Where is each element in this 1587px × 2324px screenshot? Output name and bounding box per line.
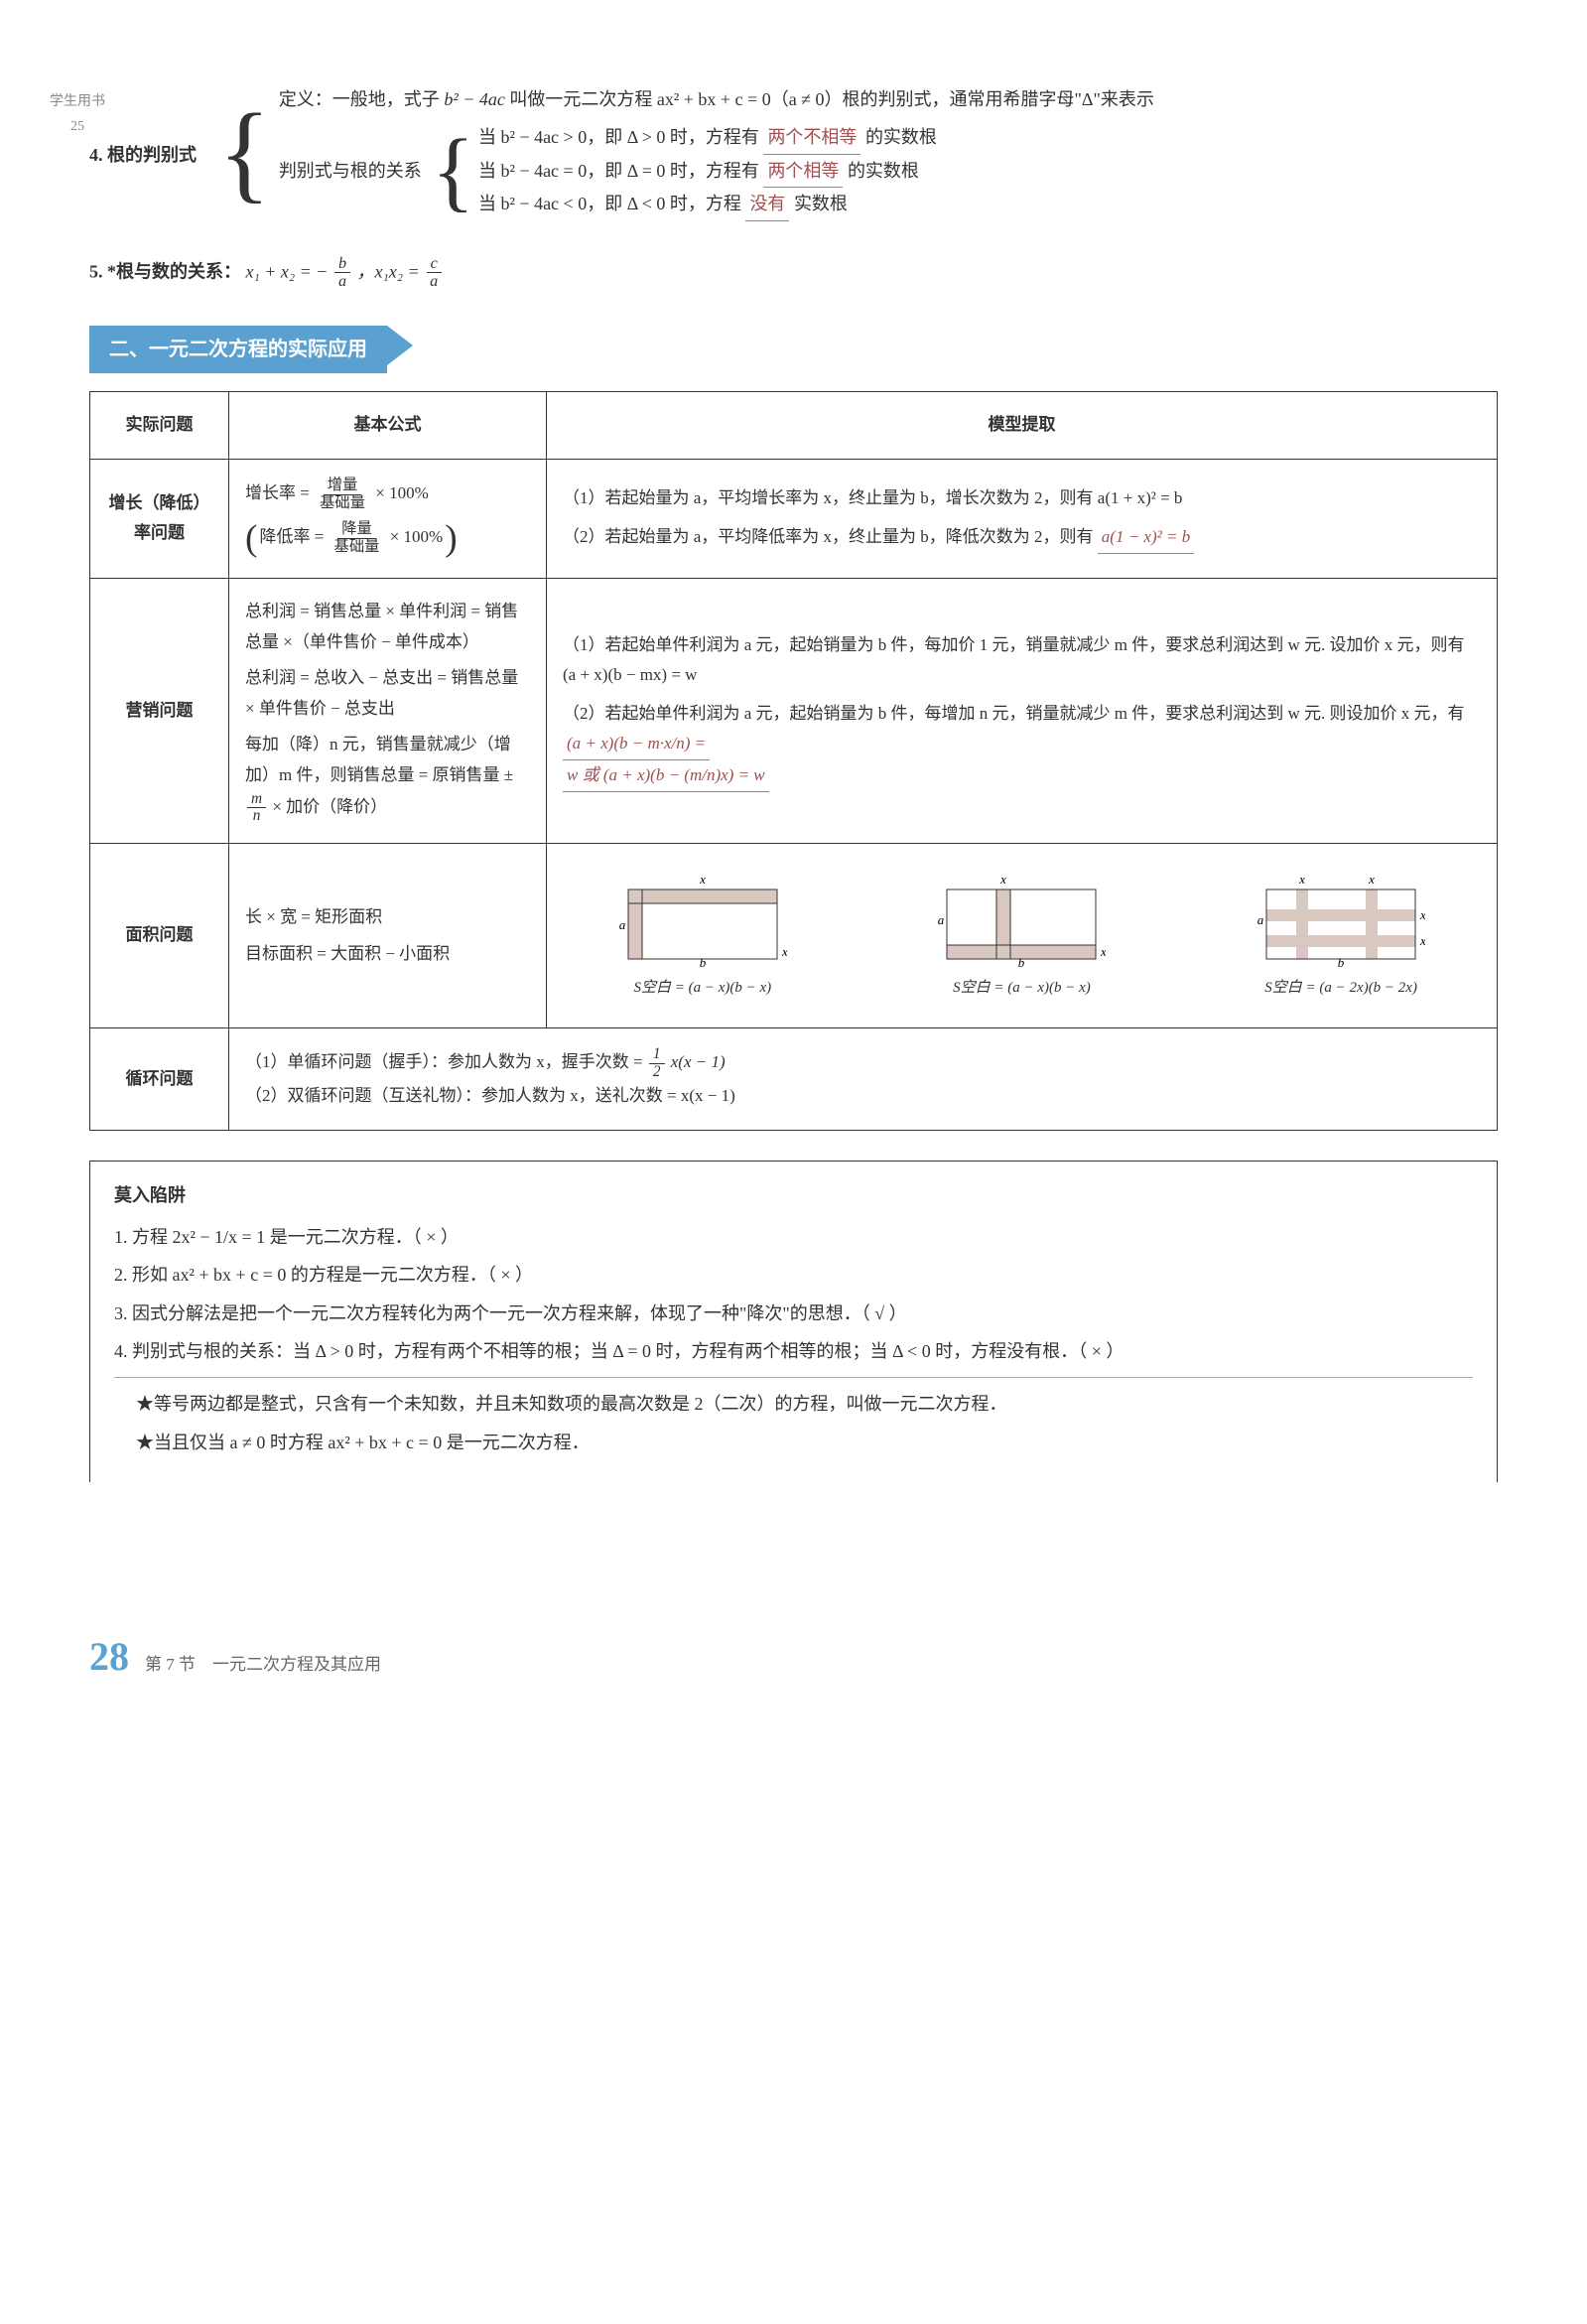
row-formula: 总利润 = 销售总量 × 单件利润 = 销售总量 ×（单件售价 − 单件成本） … xyxy=(229,579,547,844)
footer-text: 第 7 节 一元二次方程及其应用 xyxy=(145,1650,381,1681)
table-row: 面积问题 长 × 宽 = 矩形面积 目标面积 = 大面积 − 小面积 xyxy=(90,844,1498,1028)
svg-text:a: a xyxy=(938,912,945,927)
svg-text:x: x xyxy=(1298,872,1305,887)
fill-blank: 两个不相等 xyxy=(763,121,860,154)
pitfall-note: ★等号两边都是整式，只含有一个未知数，并且未知数项的最高次数是 2（二次）的方程… xyxy=(114,1388,1473,1420)
sec4-label: 4. 根的判别式 xyxy=(89,139,197,171)
row-formula: 增长率 = 增量基础量 × 100% 降低率 = 降量基础量 × 100% xyxy=(229,459,547,578)
row-name: 增长（降低）率问题 xyxy=(90,459,229,578)
table-header: 实际问题 xyxy=(90,392,229,460)
svg-text:b: b xyxy=(1018,955,1025,969)
fill-blank: (a + x)(b − m·x/n) = xyxy=(563,729,710,760)
svg-text:x: x xyxy=(781,944,787,959)
svg-text:b: b xyxy=(700,955,707,969)
fill-blank: 没有 xyxy=(745,188,789,220)
fill-blank: a(1 − x)² = b xyxy=(1098,522,1194,554)
svg-text:a: a xyxy=(619,917,626,932)
divider xyxy=(114,1377,1473,1378)
applications-table: 实际问题 基本公式 模型提取 增长（降低）率问题 增长率 = 增量基础量 × 1… xyxy=(89,391,1498,1130)
sec4-relation-label: 判别式与根的关系 xyxy=(279,155,422,187)
row-model: （1）若起始单件利润为 a 元，起始销量为 b 件，每加价 1 元，销量就减少 … xyxy=(547,579,1498,844)
discriminant-case-1: 当 b² − 4ac > 0，即 Δ > 0 时，方程有 两个不相等 的实数根 xyxy=(478,121,937,154)
brace-icon: { xyxy=(218,79,271,225)
row-model: （1）若起始量为 a，平均增长率为 x，终止量为 b，增长次数为 2，则有 a(… xyxy=(547,459,1498,578)
page-footer: 28 第 7 节 一元二次方程及其应用 xyxy=(89,1621,1498,1693)
section-4-discriminant: 4. 根的判别式 { 定义：一般地，式子 b² − 4ac 叫做一元二次方程 a… xyxy=(89,79,1498,225)
brace-icon: { xyxy=(432,156,474,188)
pitfall-item: 3. 因式分解法是把一个一元二次方程转化为两个一元一次方程来解，体现了一种"降次… xyxy=(114,1298,1473,1329)
pitfall-item: 1. 方程 2x² − 1/x = 1 是一元二次方程．（ × ） xyxy=(114,1221,1473,1253)
row-name: 营销问题 xyxy=(90,579,229,844)
pitfall-item: 4. 判别式与根的关系：当 Δ > 0 时，方程有两个不相等的根；当 Δ = 0… xyxy=(114,1335,1473,1367)
fill-blank: w 或 (a + x)(b − (m/n)x) = w xyxy=(563,760,769,792)
area-diagram-1: x a x b S空白 = (a − x)(b − x) xyxy=(618,870,787,1002)
pitfall-title: 莫入陷阱 xyxy=(114,1179,1473,1211)
discriminant-case-2: 当 b² − 4ac = 0，即 Δ = 0 时，方程有 两个相等 的实数根 xyxy=(478,155,937,188)
sec4-definition: 定义：一般地，式子 b² − 4ac 叫做一元二次方程 ax² + bx + c… xyxy=(279,83,1154,115)
row-model: （1）单循环问题（握手）：参加人数为 x，握手次数 = 12 x(x − 1) … xyxy=(229,1028,1498,1130)
svg-text:x: x xyxy=(1000,872,1007,887)
table-row: 增长（降低）率问题 增长率 = 增量基础量 × 100% 降低率 = 降量基础量… xyxy=(90,459,1498,578)
pitfall-note: ★当且仅当 a ≠ 0 时方程 ax² + bx + c = 0 是一元二次方程… xyxy=(114,1427,1473,1458)
page-number: 28 xyxy=(89,1621,129,1693)
area-diagram-2: x a x b S空白 = (a − x)(b − x) xyxy=(937,870,1106,1002)
table-header: 模型提取 xyxy=(547,392,1498,460)
section-banner: 二、一元二次方程的实际应用 xyxy=(89,326,387,373)
discriminant-case-3: 当 b² − 4ac < 0，即 Δ < 0 时，方程 没有 实数根 xyxy=(478,188,937,220)
svg-text:x: x xyxy=(1368,872,1375,887)
row-formula: 长 × 宽 = 矩形面积 目标面积 = 大面积 − 小面积 xyxy=(229,844,547,1028)
svg-text:a: a xyxy=(1257,912,1264,927)
fill-blank: 两个相等 xyxy=(763,155,843,188)
table-header: 基本公式 xyxy=(229,392,547,460)
svg-text:x: x xyxy=(1419,907,1425,922)
row-name: 循环问题 xyxy=(90,1028,229,1130)
row-name: 面积问题 xyxy=(90,844,229,1028)
svg-text:b: b xyxy=(1338,955,1345,969)
area-diagram-3: x x a x x b S空白 = (a − 2x)(b − 2x) xyxy=(1256,870,1425,1002)
table-row: 循环问题 （1）单循环问题（握手）：参加人数为 x，握手次数 = 12 x(x … xyxy=(90,1028,1498,1130)
section-5-vieta: 5. *根与数的关系： x₁ + x₂ = − ba ，x₁x₂ = ca xyxy=(89,255,1498,292)
row-model: x a x b S空白 = (a − x)(b − x) xyxy=(547,844,1498,1028)
svg-text:x: x xyxy=(699,872,706,887)
pitfall-box: 莫入陷阱 1. 方程 2x² − 1/x = 1 是一元二次方程．（ × ） 2… xyxy=(89,1161,1498,1483)
svg-text:x: x xyxy=(1100,944,1106,959)
table-row: 营销问题 总利润 = 销售总量 × 单件利润 = 销售总量 ×（单件售价 − 单… xyxy=(90,579,1498,844)
pitfall-item: 2. 形如 ax² + bx + c = 0 的方程是一元二次方程．（ × ） xyxy=(114,1259,1473,1291)
svg-text:x: x xyxy=(1419,933,1425,948)
